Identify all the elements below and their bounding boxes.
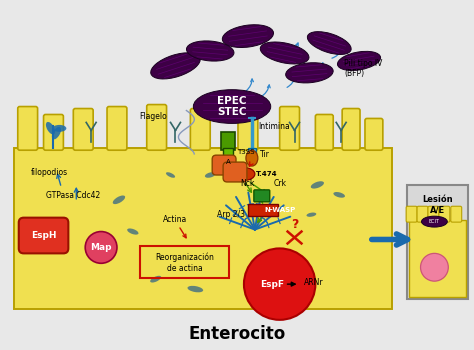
Bar	[407, 185, 468, 299]
Bar	[248, 204, 278, 216]
FancyBboxPatch shape	[223, 162, 247, 182]
Ellipse shape	[193, 90, 271, 124]
Ellipse shape	[151, 53, 200, 79]
Text: Enterocito: Enterocito	[188, 325, 286, 343]
Text: Arp 2/3: Arp 2/3	[217, 210, 245, 219]
Ellipse shape	[311, 181, 324, 189]
FancyBboxPatch shape	[451, 206, 462, 222]
FancyBboxPatch shape	[315, 114, 333, 150]
Circle shape	[85, 232, 117, 263]
Circle shape	[244, 248, 315, 320]
FancyBboxPatch shape	[107, 106, 127, 150]
Ellipse shape	[186, 41, 234, 61]
Ellipse shape	[52, 127, 61, 139]
Ellipse shape	[53, 125, 66, 132]
Text: ECIT: ECIT	[429, 219, 440, 224]
Bar	[409, 220, 466, 297]
Ellipse shape	[307, 212, 316, 217]
Ellipse shape	[166, 172, 175, 178]
FancyBboxPatch shape	[342, 108, 360, 150]
Bar	[223, 148, 233, 162]
Text: T.474: T.474	[256, 171, 277, 177]
Text: GTPasa Cdc42: GTPasa Cdc42	[46, 191, 100, 200]
Text: Lesión
A/E: Lesión A/E	[422, 195, 453, 214]
FancyBboxPatch shape	[212, 155, 236, 175]
FancyBboxPatch shape	[191, 108, 210, 150]
FancyBboxPatch shape	[428, 206, 439, 222]
Text: Map: Map	[91, 243, 112, 252]
Ellipse shape	[337, 51, 381, 70]
FancyBboxPatch shape	[439, 206, 450, 222]
Ellipse shape	[222, 25, 273, 48]
FancyBboxPatch shape	[238, 105, 258, 150]
FancyBboxPatch shape	[254, 190, 270, 202]
FancyBboxPatch shape	[73, 108, 93, 150]
Circle shape	[420, 253, 448, 281]
Text: A: A	[226, 159, 230, 165]
Bar	[248, 148, 256, 158]
Bar	[221, 132, 235, 150]
Text: filopodios: filopodios	[31, 168, 68, 177]
Text: Crk: Crk	[273, 179, 286, 188]
FancyBboxPatch shape	[406, 206, 417, 222]
Bar	[14, 148, 392, 309]
Text: Tir: Tir	[260, 150, 270, 159]
FancyBboxPatch shape	[44, 114, 64, 150]
Ellipse shape	[290, 291, 305, 297]
FancyBboxPatch shape	[147, 105, 166, 150]
Text: N-WASP: N-WASP	[265, 207, 296, 213]
Text: Reorganización
de actina: Reorganización de actina	[155, 252, 214, 273]
Ellipse shape	[127, 229, 138, 235]
Text: Actina: Actina	[164, 215, 188, 224]
Text: T3SS: T3SS	[237, 149, 255, 155]
FancyBboxPatch shape	[280, 106, 300, 150]
Text: Flagelo: Flagelo	[139, 112, 166, 121]
Text: Nck: Nck	[241, 179, 255, 188]
Ellipse shape	[188, 286, 203, 292]
FancyBboxPatch shape	[365, 118, 383, 150]
Text: EspF: EspF	[260, 280, 284, 289]
FancyBboxPatch shape	[19, 218, 68, 253]
Text: ?: ?	[291, 218, 298, 231]
Ellipse shape	[113, 196, 125, 204]
Ellipse shape	[46, 122, 55, 134]
Ellipse shape	[246, 150, 258, 166]
Ellipse shape	[286, 63, 333, 83]
FancyBboxPatch shape	[18, 106, 37, 150]
Ellipse shape	[333, 192, 345, 198]
Ellipse shape	[307, 32, 351, 55]
Ellipse shape	[233, 168, 255, 181]
Ellipse shape	[150, 276, 161, 282]
Ellipse shape	[421, 216, 447, 227]
Text: EspH: EspH	[31, 231, 56, 240]
Text: Intimina: Intimina	[258, 122, 290, 131]
Ellipse shape	[205, 172, 216, 178]
Ellipse shape	[260, 42, 309, 64]
Text: ARNr: ARNr	[303, 278, 323, 287]
FancyBboxPatch shape	[417, 206, 428, 222]
Text: EPEC
STEC: EPEC STEC	[217, 96, 247, 117]
Text: Pili tipo IV
(BFP): Pili tipo IV (BFP)	[344, 59, 383, 78]
